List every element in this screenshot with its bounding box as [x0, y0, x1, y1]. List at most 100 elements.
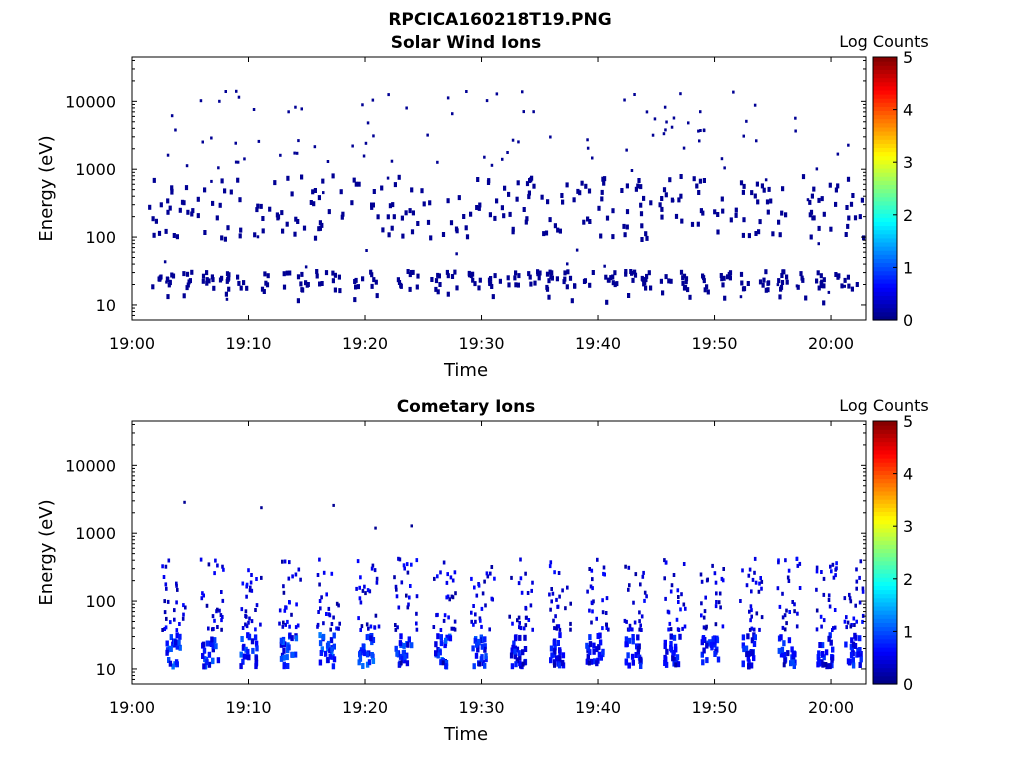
heatmap-cell — [514, 661, 518, 668]
heatmap-cell — [190, 211, 194, 217]
heatmap-cell — [633, 93, 636, 96]
heatmap-cell — [152, 177, 156, 183]
heatmap-cell — [337, 603, 340, 608]
heatmap-cell — [354, 181, 358, 187]
colorbar-segment — [873, 118, 897, 124]
heatmap-cell — [757, 589, 761, 594]
heatmap-cell — [672, 660, 676, 667]
colorbar-segment — [873, 159, 897, 165]
heatmap-cell — [788, 610, 791, 614]
heatmap-cell — [660, 196, 664, 201]
panel-1: 19:00 19:10 19:20 19:30 19:40 19:50 20:0010100… — [36, 396, 929, 745]
heatmap-cell — [185, 164, 189, 168]
heatmap-cell — [406, 269, 410, 274]
heatmap-cell — [679, 92, 682, 96]
heatmap-cell — [833, 608, 837, 612]
heatmap-cell — [544, 230, 549, 236]
colorbar-segment — [873, 437, 897, 443]
heatmap-cell — [822, 211, 826, 217]
heatmap-cell — [670, 125, 674, 129]
heatmap-cell — [370, 272, 374, 278]
heatmap-cell — [587, 660, 591, 666]
heatmap-cell — [624, 269, 628, 274]
heatmap-cell — [754, 580, 758, 585]
heatmap-cell — [523, 659, 527, 666]
heatmap-cell — [453, 570, 457, 575]
heatmap-cell — [524, 571, 527, 576]
heatmap-cell — [220, 590, 223, 594]
heatmap-cell — [296, 298, 300, 304]
heatmap-cell — [330, 622, 334, 626]
heatmap-cell — [319, 606, 322, 611]
heatmap-cell — [376, 214, 380, 220]
y-tick-label: 100 — [85, 228, 116, 247]
heatmap-cell — [586, 216, 590, 222]
heatmap-cell — [380, 185, 384, 191]
heatmap-cell — [556, 640, 560, 646]
heatmap-cell — [182, 293, 186, 299]
heatmap-cell — [765, 199, 770, 205]
colorbar-segment — [873, 511, 897, 517]
heatmap-cell — [408, 272, 412, 278]
heatmap-cell — [350, 200, 354, 206]
heatmap-cell — [214, 558, 217, 563]
heatmap-cell — [758, 627, 761, 632]
heatmap-cell — [785, 608, 788, 613]
colorbar-segment — [873, 634, 897, 640]
heatmap-cell — [622, 223, 626, 229]
colorbar-segment — [873, 204, 897, 210]
heatmap-cell — [572, 197, 576, 203]
heatmap-cell — [470, 576, 473, 581]
heatmap-cell — [553, 662, 556, 668]
heatmap-cell — [214, 643, 218, 650]
heatmap-cell — [387, 232, 391, 238]
heatmap-cell — [591, 156, 594, 160]
heatmap-cell — [465, 90, 468, 93]
heatmap-cell — [175, 600, 178, 605]
heatmap-cell — [161, 628, 164, 632]
heatmap-cell — [177, 639, 181, 646]
heatmap-cell — [484, 653, 488, 660]
heatmap-cell — [549, 657, 553, 664]
heatmap-cell — [173, 608, 176, 613]
heatmap-cell — [524, 623, 528, 628]
heatmap-cell — [782, 651, 787, 658]
heatmap-cell — [406, 605, 410, 610]
heatmap-cell — [605, 622, 608, 627]
heatmap-cell — [848, 596, 852, 601]
heatmap-cell — [527, 190, 531, 196]
colorbar-segment — [873, 589, 897, 595]
y-tick-label: 10000 — [65, 92, 116, 111]
heatmap-cell — [293, 651, 298, 658]
heatmap-cell — [629, 269, 633, 274]
heatmap-cell — [748, 627, 752, 632]
heatmap-cell — [285, 654, 289, 661]
heatmap-cell — [404, 210, 408, 216]
heatmap-cell — [677, 628, 681, 632]
heatmap-cell — [664, 128, 667, 132]
heatmap-cell — [592, 648, 596, 655]
colorbar-segment — [873, 89, 897, 95]
heatmap-cell — [671, 199, 675, 203]
heatmap-cell — [444, 637, 448, 644]
heatmap-cell — [358, 651, 362, 658]
heatmap-cell — [401, 650, 406, 657]
heatmap-cell — [523, 634, 527, 641]
heatmap-cell — [848, 658, 852, 665]
heatmap-cell — [586, 589, 589, 594]
heatmap-cell — [400, 215, 404, 221]
heatmap-cell — [531, 580, 534, 585]
x-tick-label: 19:00 — [109, 698, 155, 717]
heatmap-cell — [687, 121, 690, 125]
heatmap-cell — [405, 106, 408, 110]
heatmap-cell — [398, 557, 402, 562]
heatmap-cell — [165, 640, 169, 647]
heatmap-cell — [522, 110, 525, 114]
heatmap-cell — [207, 651, 212, 658]
heatmap-cell — [829, 226, 833, 232]
heatmap-cell — [186, 282, 190, 288]
heatmap-cell — [370, 652, 374, 658]
heatmap-cell — [286, 175, 290, 181]
heatmap-cell — [819, 614, 823, 619]
heatmap-cell — [815, 565, 819, 570]
